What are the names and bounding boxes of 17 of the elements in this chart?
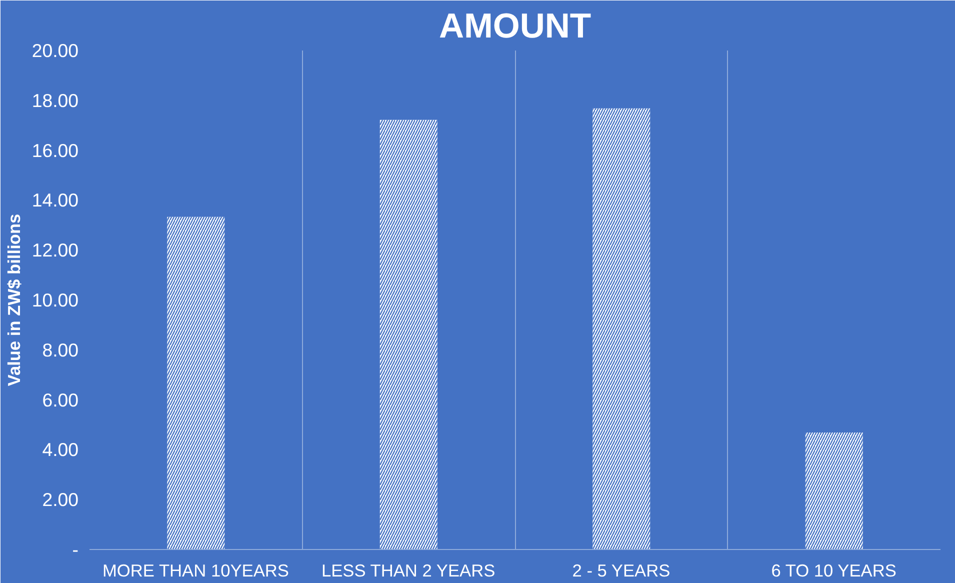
- x-tick-label: 2 - 5 YEARS: [572, 560, 670, 580]
- y-tick-label: 20.00: [32, 40, 78, 61]
- y-tick-label: 16.00: [32, 140, 78, 161]
- y-tick-label: -: [72, 539, 79, 560]
- y-tick-label: 4.00: [42, 439, 78, 460]
- y-tick-label: 14.00: [32, 190, 78, 211]
- y-tick-label: 8.00: [42, 339, 78, 360]
- y-axis-title: Value in ZW$ billions: [4, 214, 24, 386]
- y-tick-label: 18.00: [32, 90, 78, 111]
- y-tick-label: 2.00: [42, 489, 78, 510]
- x-tick-label: 6 TO 10 YEARS: [771, 560, 896, 580]
- y-tick-label: 12.00: [32, 240, 78, 261]
- x-tick-label: LESS THAN 2 YEARS: [321, 560, 496, 580]
- chart-title: AMOUNT: [438, 8, 592, 46]
- y-tick-label: 6.00: [42, 389, 78, 410]
- x-tick-label: MORE THAN 10YEARS: [102, 560, 289, 580]
- y-tick-label: 10.00: [32, 290, 78, 310]
